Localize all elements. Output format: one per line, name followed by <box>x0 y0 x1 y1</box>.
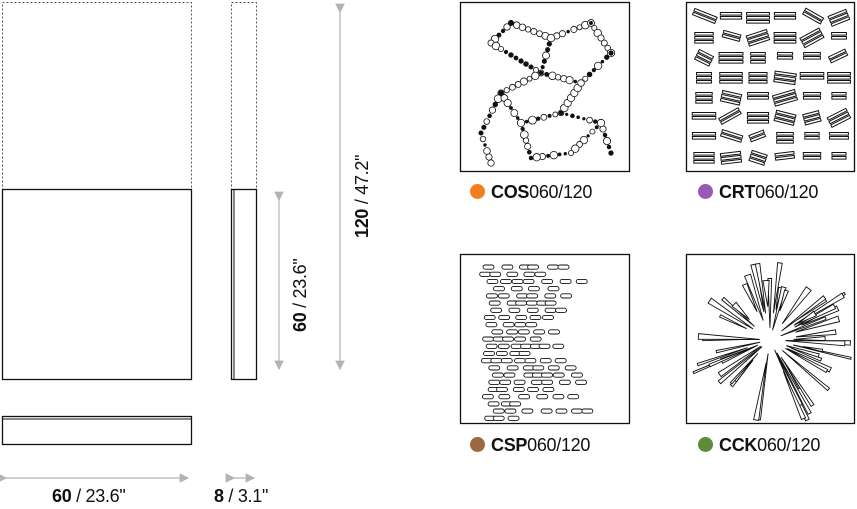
color-dot <box>698 437 713 452</box>
panel-top-view <box>1 415 193 446</box>
pattern-caption-cos: COS060/120 <box>470 182 592 203</box>
height-large-dimension-label: 120 / 47.2" <box>352 154 372 238</box>
capsule-slots-pattern-icon <box>459 253 631 425</box>
pattern-caption-csp: CSP060/120 <box>470 435 590 456</box>
square-panel-front <box>1 188 193 381</box>
depth-dimension-label: 8 / 3.1" <box>214 486 269 506</box>
crack-burst-pattern-icon <box>685 253 856 425</box>
height-small-dimension-label: 60 / 23.6" <box>290 258 310 332</box>
pattern-caption-cck: CCK060/120 <box>698 435 820 456</box>
crossed-bars-pattern-icon <box>685 1 856 173</box>
color-dot <box>470 184 485 199</box>
color-dot <box>470 437 485 452</box>
width-dimension-label: 60 / 23.6" <box>52 486 126 506</box>
tall-panel-outline <box>2 2 192 190</box>
panel-side-view <box>230 188 258 381</box>
constellation-pattern-icon <box>459 1 631 173</box>
pattern-caption-crt: CRT060/120 <box>698 182 818 203</box>
color-dot <box>698 184 713 199</box>
tall-panel-side-outline <box>231 2 257 190</box>
